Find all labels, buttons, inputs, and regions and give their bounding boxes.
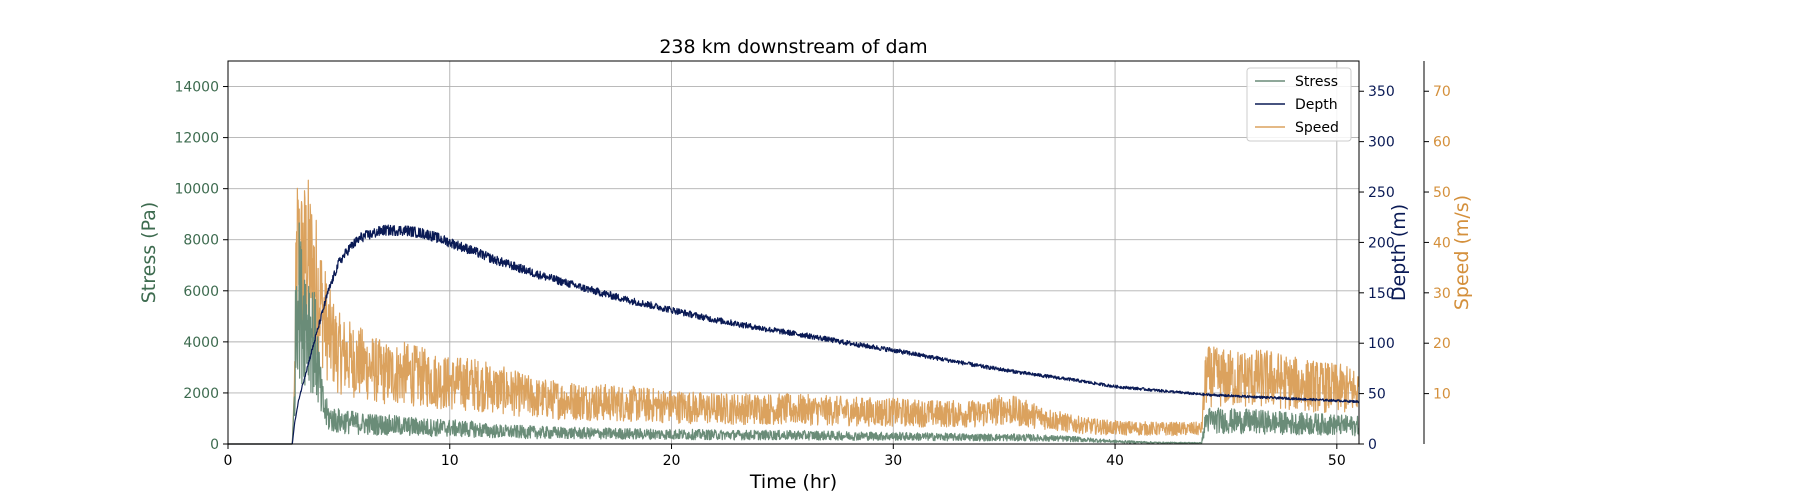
stress-tick-label: 6000 <box>183 284 219 300</box>
series-line-speed <box>227 179 1360 445</box>
stress-tick-label: 2000 <box>183 386 219 402</box>
stress-tick-label: 12000 <box>174 131 219 147</box>
depth-tick-label: 200 <box>1368 235 1395 251</box>
speed-tick-label: 40 <box>1433 235 1451 251</box>
x-tick-label: 30 <box>884 453 902 469</box>
chart-title: 238 km downstream of dam <box>659 36 927 58</box>
depth-tick-label: 100 <box>1368 336 1395 352</box>
x-axis-label: Time (hr) <box>749 471 837 493</box>
stress-tick-label: 14000 <box>174 80 219 96</box>
legend-item-stress: Stress <box>1255 74 1338 90</box>
speed-tick-label: 30 <box>1433 286 1451 302</box>
legend-box <box>1246 67 1352 142</box>
axes-layer: 0 10 20 30 40 5002000400060008000100001200014… <box>138 61 1473 469</box>
stress-tick-label: 8000 <box>183 233 219 249</box>
depth-tick-label: 300 <box>1368 135 1395 151</box>
speed-tick-label: 10 <box>1433 387 1451 403</box>
legend-label: Stress <box>1295 74 1338 90</box>
plot-frame <box>227 60 1360 445</box>
speed-tick-label: 60 <box>1433 135 1451 151</box>
x-tick-label: 10 <box>441 453 459 469</box>
stress-tick-label: 0 <box>210 437 219 453</box>
legend-label: Depth <box>1295 97 1338 113</box>
series-line-stress <box>227 222 1360 445</box>
x-tick-label: 0 <box>224 453 233 469</box>
speed-axis-label: Speed (m/s) <box>1451 195 1473 310</box>
legend-item-depth: Depth <box>1255 97 1338 113</box>
x-tick-label: 50 <box>1328 453 1346 469</box>
series-layer <box>227 179 1360 445</box>
speed-tick-label: 70 <box>1433 84 1451 100</box>
legend-label: Speed <box>1295 120 1339 136</box>
stress-tick-label: 10000 <box>174 182 219 198</box>
depth-tick-label: 250 <box>1368 185 1395 201</box>
stress-tick-label: 4000 <box>183 335 219 351</box>
depth-tick-label: 350 <box>1368 84 1395 100</box>
legend: Stress Depth Speed <box>1246 67 1352 142</box>
stress-axis-label: Stress (Pa) <box>138 202 160 304</box>
depth-tick-label: 150 <box>1368 286 1395 302</box>
series-line-depth <box>227 224 1360 445</box>
x-tick-label: 40 <box>1106 453 1124 469</box>
speed-tick-label: 50 <box>1433 185 1451 201</box>
speed-tick-label: 20 <box>1433 336 1451 352</box>
x-tick-label: 20 <box>663 453 681 469</box>
depth-axis-label: Depth (m) <box>1388 204 1410 301</box>
legend-item-speed: Speed <box>1255 120 1339 136</box>
depth-tick-label: 0 <box>1368 437 1377 453</box>
depth-tick-label: 50 <box>1368 387 1386 403</box>
